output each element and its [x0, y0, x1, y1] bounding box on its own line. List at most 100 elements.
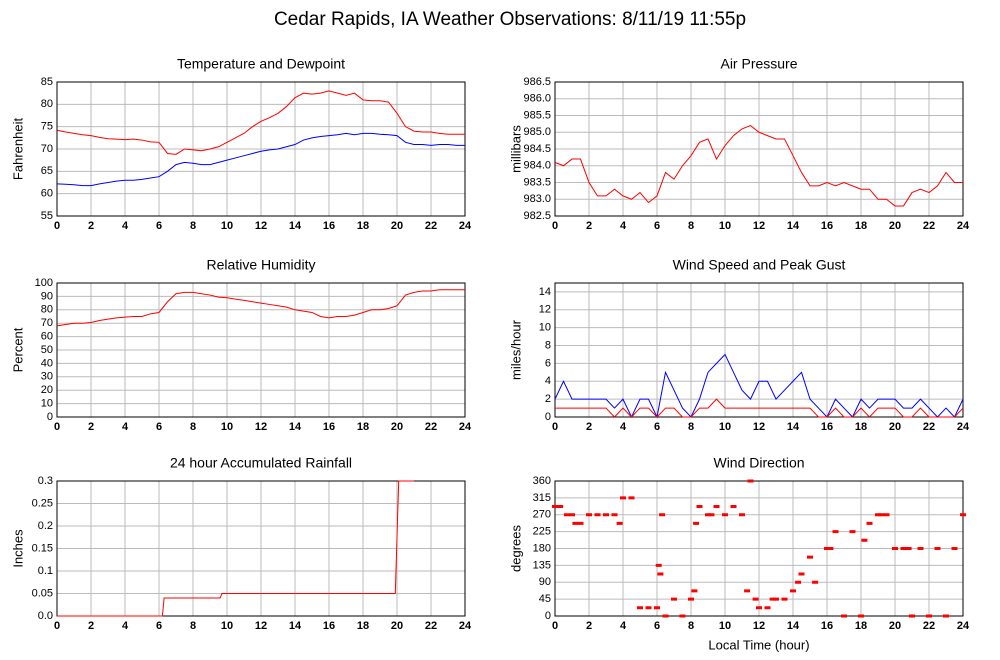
x-tick-label: 18: [855, 421, 867, 433]
panel-title: Wind Speed and Peak Gust: [673, 257, 846, 273]
x-tick-label: 24: [459, 620, 472, 632]
y-axis-label: miles/hour: [508, 319, 523, 380]
data-point: [730, 505, 737, 508]
x-tick-label: 16: [821, 220, 833, 232]
x-tick-label: 10: [719, 421, 731, 433]
panel: 24 hour Accumulated Rainfall Inches 0.0 0.0…: [10, 455, 472, 632]
data-line: [56, 289, 465, 327]
data-point: [662, 614, 669, 618]
data-point: [637, 606, 643, 610]
data-point: [657, 572, 664, 576]
panel-title: Air Pressure: [720, 56, 797, 72]
x-tick-label: 10: [221, 421, 233, 433]
y-tick-label: 986.5: [523, 76, 551, 88]
x-tick-label: 20: [391, 421, 403, 433]
data-point: [739, 513, 745, 517]
x-tick-label: 0: [552, 220, 558, 232]
x-tick-label: 16: [821, 421, 833, 433]
plot-border: [56, 81, 466, 217]
data-point: [764, 606, 771, 610]
y-tick-label: 70: [41, 143, 53, 155]
x-tick-label: 18: [855, 620, 867, 632]
x-tick-label: 20: [391, 620, 403, 632]
data-point: [773, 597, 779, 601]
y-tick-label: 70: [41, 317, 53, 329]
y-tick-label: 60: [41, 188, 53, 200]
y-tick-label: 0.05: [32, 587, 53, 599]
y-tick-label: 984.0: [523, 160, 551, 172]
x-tick-label: 14: [289, 421, 302, 433]
y-tick-label: 14: [539, 286, 551, 298]
x-tick-label: 0: [552, 620, 558, 632]
x-tick-label: 12: [255, 421, 267, 433]
data-point: [795, 580, 802, 584]
panel-title: 24 hour Accumulated Rainfall: [170, 455, 352, 471]
x-tick-label: 6: [156, 620, 162, 632]
x-tick-label: 24: [957, 421, 970, 433]
panel: Wind Direction degrees Local Time (hour) 0 4…: [508, 455, 970, 653]
data-point: [586, 513, 592, 517]
x-tick-label: 16: [323, 421, 335, 433]
y-tick-label: 270: [533, 509, 551, 521]
data-point: [572, 521, 579, 525]
x-tick-label: 16: [323, 220, 335, 232]
data-point: [659, 513, 666, 517]
y-tick-label: 983.0: [523, 193, 551, 205]
y-tick-label: 984.5: [523, 143, 551, 155]
y-tick-label: 0.0: [38, 610, 53, 622]
y-tick-label: 0: [545, 411, 551, 423]
data-line: [56, 90, 465, 155]
x-tick-label: 12: [753, 421, 765, 433]
data-point: [713, 505, 720, 508]
panel: Temperature and DewpointFahrenheit556065…: [10, 56, 472, 232]
data-line: [554, 353, 964, 419]
x-tick-label: 24: [459, 220, 472, 232]
x-tick-label: 18: [855, 220, 867, 232]
x-tick-label: 2: [586, 421, 592, 433]
data-point: [655, 563, 662, 567]
y-tick-label: 986.0: [523, 93, 551, 105]
x-tick-label: 4: [620, 421, 627, 433]
data-point: [960, 513, 966, 517]
y-axis-label: Percent: [10, 327, 25, 372]
y-tick-label: 20: [41, 384, 53, 396]
panel-title: Relative Humidity: [207, 257, 316, 273]
y-tick-label: 6: [545, 357, 551, 369]
x-tick-label: 24: [459, 421, 472, 433]
data-point: [679, 614, 686, 618]
x-tick-label: 2: [88, 421, 94, 433]
y-tick-label: 8: [545, 339, 551, 351]
x-tick-label: 4: [122, 421, 129, 433]
data-point: [905, 547, 912, 550]
y-tick-label: 10: [41, 398, 53, 410]
x-tick-label: 10: [221, 620, 233, 632]
y-tick-label: 85: [41, 76, 53, 88]
data-point: [552, 505, 558, 508]
data-point: [841, 614, 847, 618]
x-tick-label: 22: [923, 620, 935, 632]
y-tick-label: 360: [533, 475, 551, 487]
x-tick-label: 22: [425, 421, 437, 433]
data-point: [691, 589, 698, 593]
y-tick-label: 12: [539, 304, 551, 316]
x-tick-label: 24: [957, 220, 970, 232]
plot-border: [56, 282, 466, 418]
panel-title: Temperature and Dewpoint: [177, 56, 345, 72]
data-line: [555, 398, 964, 418]
x-tick-label: 8: [688, 421, 694, 433]
x-tick-label: 0: [54, 421, 60, 433]
data-point: [611, 513, 618, 517]
x-tick-label: 20: [889, 220, 901, 232]
y-tick-label: 100: [35, 277, 53, 289]
data-point: [917, 547, 924, 550]
data-point: [875, 513, 881, 517]
data-point: [934, 547, 941, 550]
x-tick-label: 14: [787, 620, 800, 632]
x-tick-label: 6: [654, 421, 660, 433]
data-point: [645, 606, 652, 610]
x-tick-label: 20: [889, 620, 901, 632]
x-tick-label: 20: [889, 421, 901, 433]
x-tick-label: 14: [787, 421, 800, 433]
data-point: [747, 479, 754, 483]
